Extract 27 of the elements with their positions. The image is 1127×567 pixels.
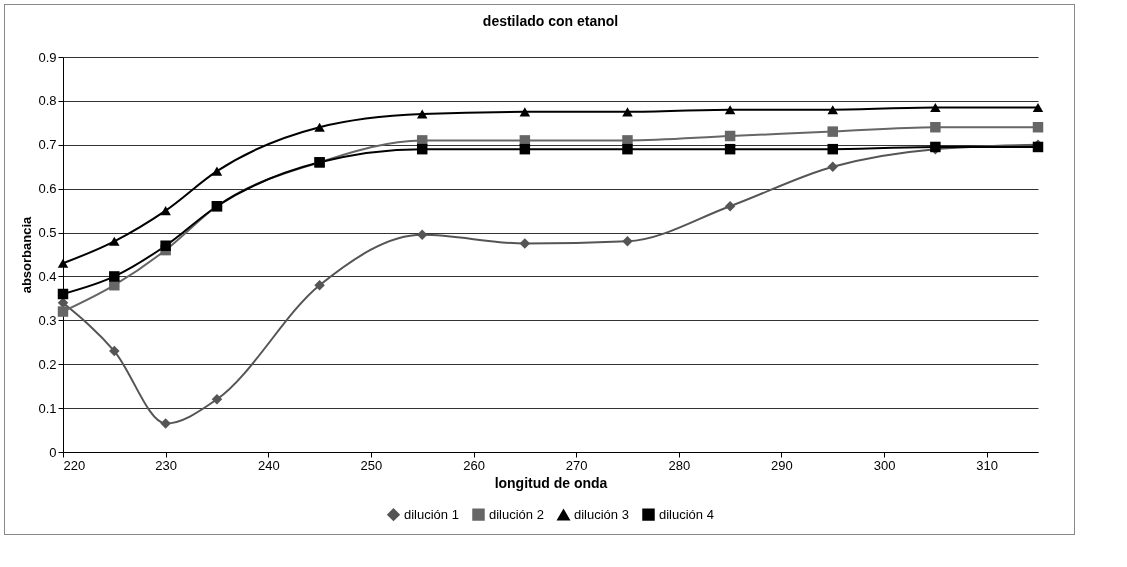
y-tick-label: 0 [49,444,57,460]
y-tick-label: 0.4 [38,268,57,284]
x-tick-label: 280 [668,457,691,473]
y-tick-label: 0.9 [38,49,57,65]
x-axis-title: longitud de onda [494,474,608,491]
legend-label: dilución 2 [489,506,544,522]
y-tick-label: 0.1 [38,400,57,416]
x-tick-label: 290 [771,457,793,473]
chart-title: destilado con etanol [482,13,619,29]
x-tick-label: 240 [257,457,280,473]
legend-label: dilución 4 [659,506,714,522]
legend-label: dilución 3 [574,506,629,522]
x-tick-label: 310 [976,457,999,473]
x-tick-label: 250 [360,457,383,473]
x-tick-label: 270 [565,457,588,473]
y-tick-label: 0.6 [38,181,57,197]
x-tick-label: 260 [463,457,485,473]
y-tick-label: 0.5 [38,225,57,241]
y-tick-label: 0.3 [38,312,57,328]
y-tick-label: 0.7 [38,137,57,153]
y-axis-title: absorbancia [19,215,35,294]
y-tick-label: 0.8 [38,93,57,109]
x-tick-label: 230 [155,457,177,473]
x-tick-label: 220 [63,457,86,473]
y-tick-label: 0.2 [38,356,57,372]
x-tick-label: 300 [873,457,896,473]
legend-label: dilución 1 [404,506,459,522]
